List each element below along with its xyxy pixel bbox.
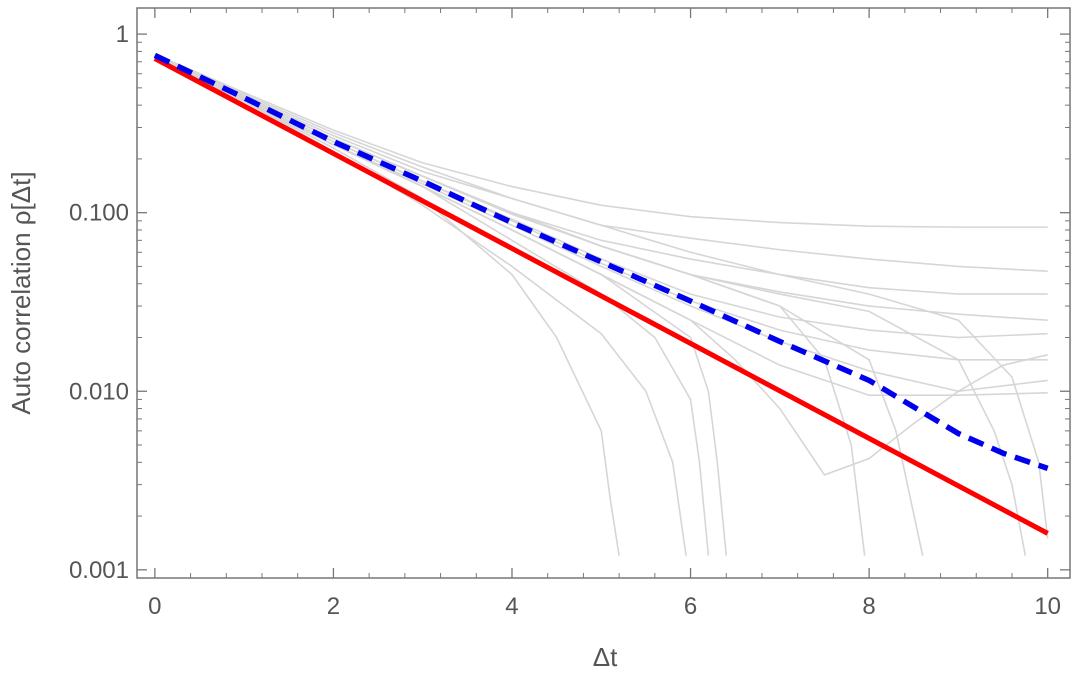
series-line-gray-15 xyxy=(154,54,866,556)
y-axis-title: Auto correlation ρ[Δt] xyxy=(6,171,36,414)
x-tick-label: 8 xyxy=(862,593,875,620)
series-line-gray-7 xyxy=(154,55,1048,361)
x-tick-label: 4 xyxy=(505,593,518,620)
x-tick-label: 2 xyxy=(327,593,340,620)
series-line-gray-18 xyxy=(154,53,1049,539)
x-axis-ticks: 0 2 4 6 8 10 xyxy=(148,8,1061,620)
series-line-gray-8 xyxy=(154,56,1048,393)
plot-frame xyxy=(136,7,1071,579)
x-tick-label: 0 xyxy=(148,593,161,620)
y-tick-label: 0.010 xyxy=(69,378,129,405)
y-axis-ticks: 1 0.100 0.010 0.001 xyxy=(69,21,1070,584)
x-tick-label: 10 xyxy=(1034,593,1061,620)
series-line-blue-dashed xyxy=(153,52,1049,471)
y-tick-label: 1 xyxy=(116,21,129,48)
series-line-gray-17 xyxy=(154,54,1027,556)
series-line-gray-2 xyxy=(154,53,1048,228)
x-axis-title: Δt xyxy=(593,642,618,672)
x-tick-label: 6 xyxy=(684,593,697,620)
series-line-gray-5 xyxy=(154,54,1048,321)
series-line-gray-11 xyxy=(154,56,620,556)
y-tick-label: 0.100 xyxy=(69,200,129,227)
series-line-gray-16 xyxy=(154,54,924,556)
series-line-gray-14 xyxy=(154,55,728,556)
y-tick-label: 0.001 xyxy=(69,557,129,584)
series-line-red xyxy=(153,56,1049,536)
series-line-gray-12 xyxy=(154,56,687,556)
series-layer xyxy=(153,52,1049,556)
series-line-gray-3 xyxy=(154,54,1048,273)
